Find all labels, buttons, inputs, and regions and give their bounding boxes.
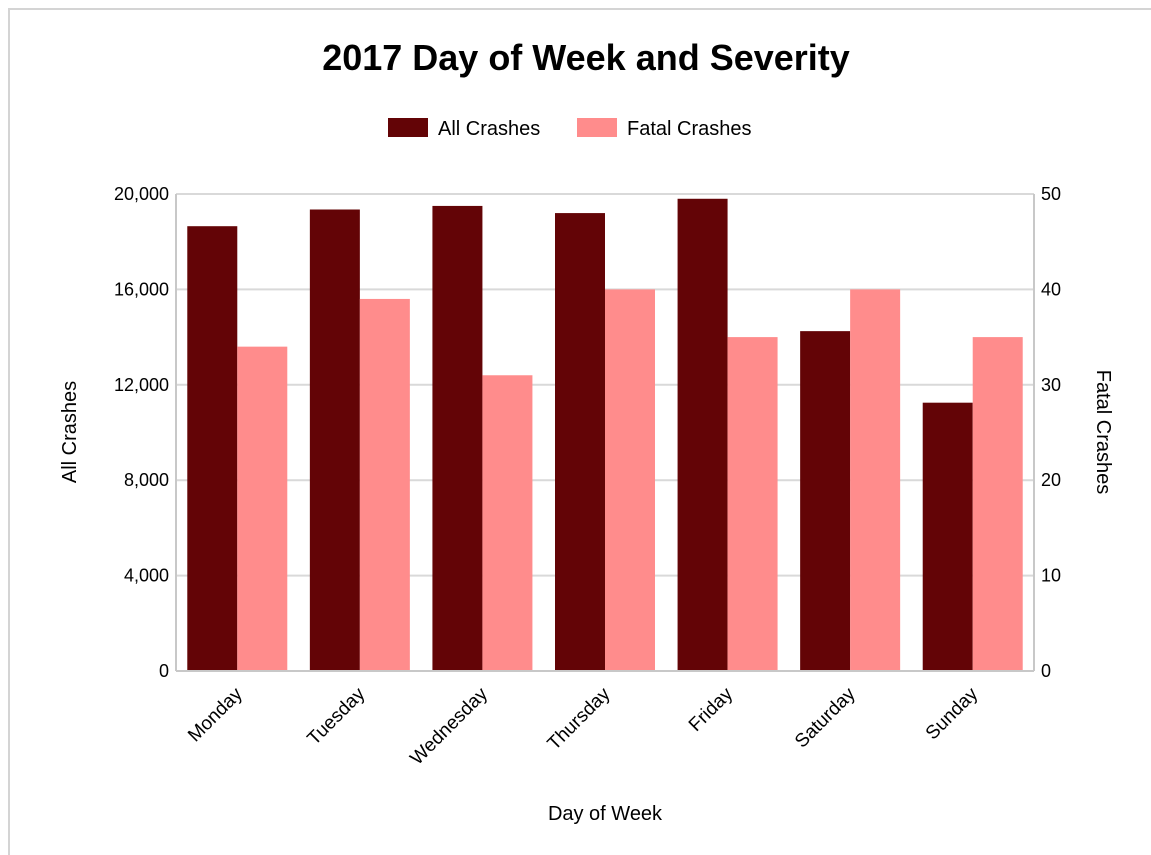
y-tick-label-left: 8,000	[124, 470, 169, 490]
y-tick-label-left: 4,000	[124, 566, 169, 586]
bar-fatal-crashes	[972, 337, 1023, 671]
axes	[175, 194, 1035, 672]
legend: All Crashes Fatal Crashes	[388, 118, 752, 140]
bar-fatal-crashes	[727, 337, 778, 671]
legend-label-all-crashes: All Crashes	[438, 118, 540, 140]
y-tick-label-right: 30	[1041, 375, 1061, 395]
bar-fatal-crashes	[850, 289, 901, 671]
y-tick-label-left: 12,000	[114, 375, 169, 395]
y-axis-title-right: Fatal Crashes	[1092, 370, 1114, 495]
legend-label-fatal-crashes: Fatal Crashes	[627, 118, 752, 140]
bar-all-crashes	[800, 331, 851, 671]
x-tick-label: Wednesday	[406, 683, 492, 769]
legend-swatch-fatal-crashes	[577, 118, 617, 137]
x-tick-label: Friday	[685, 683, 738, 736]
y-tick-label-right: 0	[1041, 661, 1051, 681]
y-tick-label-right: 40	[1041, 279, 1061, 299]
bar-all-crashes	[677, 198, 728, 671]
bar-fatal-crashes	[605, 289, 655, 671]
bar-fatal-crashes	[237, 346, 288, 671]
bars	[187, 198, 1023, 672]
y-tick-label-left: 16,000	[114, 279, 169, 299]
x-tick-label: Thursday	[544, 683, 615, 754]
bar-all-crashes	[187, 226, 238, 671]
y-tick-label-left: 0	[159, 661, 169, 681]
bar-all-crashes	[922, 402, 973, 671]
x-tick-label: Tuesday	[304, 683, 370, 749]
y-tick-label-right: 20	[1041, 470, 1061, 490]
chart-title: 2017 Day of Week and Severity	[322, 37, 850, 78]
y-axis-title-left: All Crashes	[59, 381, 81, 483]
legend-swatch-all-crashes	[388, 118, 428, 137]
bar-all-crashes	[555, 213, 605, 671]
y-tick-label-left: 20,000	[114, 184, 169, 204]
bar-all-crashes	[432, 205, 483, 672]
bar-fatal-crashes	[482, 375, 533, 671]
bar-fatal-crashes	[359, 298, 410, 671]
x-axis-title: Day of Week	[548, 803, 663, 825]
bar-all-crashes	[309, 209, 360, 671]
y-tick-label-right: 50	[1041, 184, 1061, 204]
x-tick-label: Sunday	[922, 683, 983, 744]
x-tick-label: Saturday	[791, 683, 860, 752]
x-tick-label: Monday	[184, 683, 247, 746]
y-tick-label-right: 10	[1041, 566, 1061, 586]
